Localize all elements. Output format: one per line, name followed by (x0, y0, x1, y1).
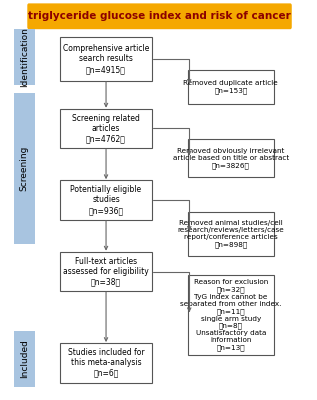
Text: Removed duplicate article
（n=153）: Removed duplicate article （n=153） (184, 80, 278, 94)
FancyBboxPatch shape (27, 3, 292, 29)
Text: Removed animal studies/cell
research/reviews/letters/case
report/conference arti: Removed animal studies/cell research/rev… (178, 220, 284, 248)
FancyBboxPatch shape (60, 252, 152, 291)
Text: Removed obviously irrelevant
article based on title or abstract
（n=3826）: Removed obviously irrelevant article bas… (173, 148, 289, 168)
Text: Studies included for
this meta-analysis
（n=6）: Studies included for this meta-analysis … (68, 348, 144, 378)
Text: Comprehensive article
search results
（n=4915）: Comprehensive article search results （n=… (63, 44, 149, 74)
FancyBboxPatch shape (60, 343, 152, 383)
FancyBboxPatch shape (60, 180, 152, 220)
Text: triglyceride glucose index and risk of cancer: triglyceride glucose index and risk of c… (28, 11, 291, 21)
FancyBboxPatch shape (14, 29, 35, 85)
FancyBboxPatch shape (60, 109, 152, 148)
FancyBboxPatch shape (14, 93, 35, 244)
Text: Identification: Identification (20, 27, 29, 87)
FancyBboxPatch shape (14, 331, 35, 387)
FancyBboxPatch shape (188, 212, 274, 256)
Text: Screening related
articles
（n=4762）: Screening related articles （n=4762） (72, 114, 140, 143)
Text: Included: Included (20, 340, 29, 378)
FancyBboxPatch shape (188, 140, 274, 177)
FancyBboxPatch shape (188, 70, 274, 104)
FancyBboxPatch shape (60, 37, 152, 81)
FancyBboxPatch shape (188, 276, 274, 355)
Text: Reason for exclusion
（n=32）
TyG index cannot be
separated from other index.
（n=1: Reason for exclusion （n=32） TyG index ca… (180, 280, 281, 351)
Text: Full-text articles
assessed for eligibility
（n=38）: Full-text articles assessed for eligibil… (63, 257, 149, 286)
Text: Potentially eligible
studies
（n=936）: Potentially eligible studies （n=936） (70, 185, 142, 215)
Text: Screening: Screening (20, 146, 29, 191)
